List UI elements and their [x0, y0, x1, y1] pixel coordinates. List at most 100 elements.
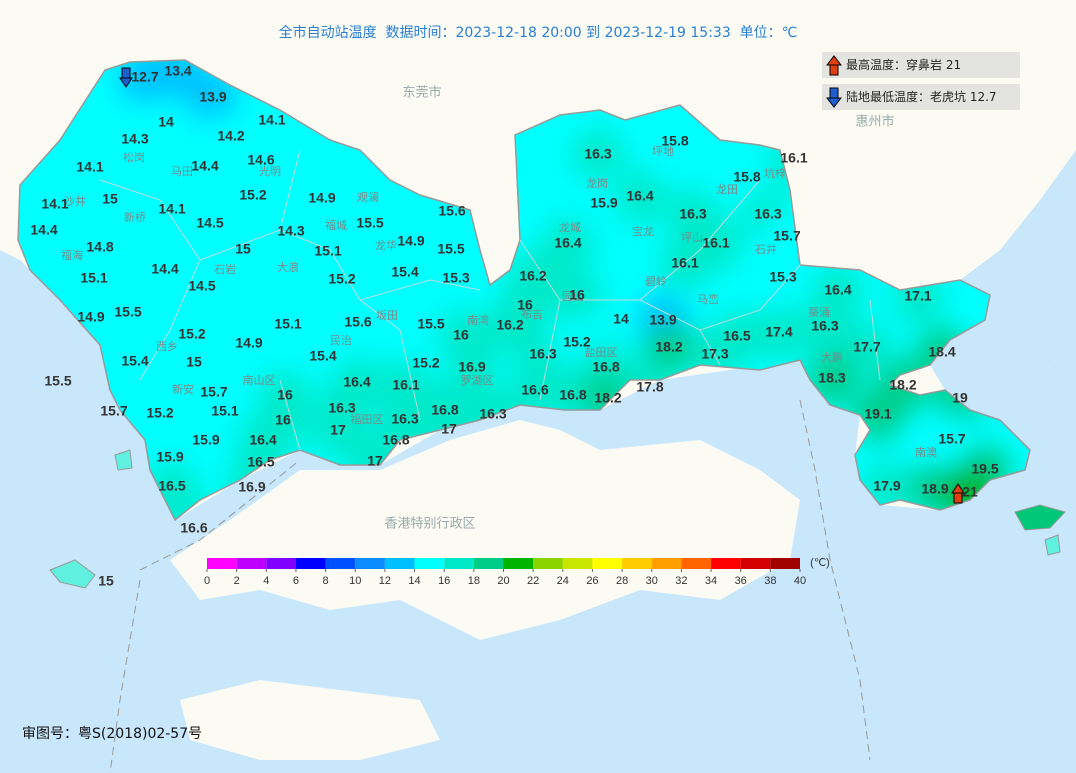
station-reading: 17.9 [873, 478, 900, 494]
temperature-blob [134, 388, 186, 440]
temperature-blob [332, 297, 384, 349]
station-reading: 17.7 [853, 339, 880, 355]
station-reading: 16.6 [180, 520, 207, 536]
title: 全市自动站温度 数据时间：2023-12-18 20:00 到 2023-12-… [278, 25, 798, 41]
temperature-blob [109, 114, 161, 166]
colorbar-tick-label: 34 [705, 575, 717, 587]
station-reading: 16.6 [521, 382, 548, 398]
station-reading: 16.8 [559, 387, 586, 403]
up-arrow [826, 55, 842, 76]
station-reading: 14.4 [30, 222, 57, 238]
station-reading: 15.3 [769, 269, 796, 285]
colorbar-tick-label: 0 [204, 575, 210, 587]
colorbar-tick-label: 20 [497, 575, 509, 587]
temperature-blob [18, 205, 70, 257]
temperature-blob [757, 252, 809, 304]
station-reading: 19.5 [971, 461, 998, 477]
colorbar-swatch [266, 558, 296, 569]
temperature-blob [753, 307, 805, 359]
station-reading: 15.5 [114, 304, 141, 320]
station-reading: 13.9 [199, 89, 226, 105]
colorbar-tick-label: 38 [764, 575, 776, 587]
station-reading: 15.1 [274, 316, 301, 332]
station-reading: 19 [952, 390, 968, 406]
station-readings: 12.7 13.4 13.9 14 14.1 14.3 14.2 14.1 14.4 14.6 16… [30, 63, 998, 589]
place-label: 坪地 [652, 145, 674, 158]
island [114, 449, 133, 471]
place-label: 新桥 [124, 210, 146, 224]
max-text: 最高温度：穿鼻岩 21 [846, 58, 962, 72]
min-box: 陆地最低温度：老虎坑 12.7 [822, 84, 1020, 110]
colorbar-swatch [681, 558, 712, 569]
colorbar-swatch [562, 558, 593, 569]
colorbar-tick-label: 4 [263, 575, 269, 587]
colorbar: 0 2 4 6 8 10 12 14 16 18 20 22 24 26 28 30 32 34 36 38 40(℃) [204, 557, 830, 587]
station-reading: 14 [158, 114, 174, 130]
place-label: 宝龙 [632, 224, 654, 238]
colorbar-tick-label: 14 [408, 575, 420, 587]
station-reading: 14.9 [308, 190, 335, 206]
place-label: 坑梓 [764, 166, 786, 180]
colorbar-tick-label: 22 [527, 575, 539, 587]
colorbar-tick-label: 2 [234, 575, 240, 587]
colorbar-swatch [384, 558, 415, 569]
station-reading: 18.2 [889, 377, 916, 393]
city-label: 惠州市 [855, 114, 894, 130]
colorbar-swatch [325, 558, 356, 569]
min-text: 陆地最低温度：老虎坑 12.7 [846, 90, 997, 104]
station-reading: 14.5 [188, 278, 215, 294]
station-reading: 15.8 [661, 133, 688, 149]
colorbar-swatch [622, 558, 652, 569]
station-reading: 16.5 [723, 328, 750, 344]
station-reading: 17.3 [701, 346, 728, 362]
place-label: 南湾 [467, 313, 489, 327]
station-reading: 14.3 [121, 131, 148, 147]
temperature-blob [509, 365, 561, 417]
station-reading: 16.5 [247, 454, 274, 470]
station-reading: 19.1 [864, 406, 891, 422]
station-reading: 18.9 [921, 481, 948, 497]
station-reading: 15.2 [412, 355, 439, 371]
hong-kong [170, 420, 800, 640]
colorbar-swatch [503, 558, 534, 569]
station-reading: 14.1 [76, 159, 103, 175]
max-box: 最高温度：穿鼻岩 21 [822, 52, 1020, 78]
island [1014, 504, 1066, 531]
place-label: 碧岭 [645, 274, 667, 288]
station-reading: 18.4 [928, 344, 955, 360]
station-reading: 16.8 [592, 359, 619, 375]
temperature-blob [643, 322, 695, 374]
place-label: 观澜 [357, 190, 379, 204]
station-reading: 15 [235, 241, 251, 257]
station-reading: 15.7 [200, 384, 227, 400]
place-label: 龙岗 [586, 177, 608, 190]
temperature-blob [84, 174, 136, 226]
temperature-blob [217, 224, 269, 276]
station-reading: 16.4 [343, 374, 370, 390]
station-reading: 15.4 [121, 353, 148, 369]
place-label: 葵涌 [808, 306, 830, 319]
place-label: 大鹏 [821, 350, 843, 364]
station-reading: 16.3 [328, 400, 355, 416]
district-lines [99, 149, 881, 451]
station-reading: 15.4 [309, 348, 336, 364]
temperature-blob [542, 218, 594, 270]
place-label: 坪山 [681, 231, 703, 244]
station-reading: 16.3 [584, 146, 611, 162]
temperature-blob [109, 336, 161, 388]
temperature-blob [223, 318, 275, 370]
temperature-blob [344, 198, 396, 250]
station-reading: 15.6 [344, 314, 371, 330]
station-reading: 16.4 [626, 188, 653, 204]
place-label: 坂田 [376, 309, 398, 322]
station-reading: 18.3 [818, 370, 845, 386]
temperature-blob [551, 270, 603, 322]
station-reading: 17 [330, 422, 346, 438]
station-reading: 15.9 [156, 449, 183, 465]
station-reading: 15.2 [239, 187, 266, 203]
colorbar-tick-label: 6 [293, 575, 299, 587]
colorbar-swatch [711, 558, 741, 569]
station-reading: 17.8 [636, 379, 663, 395]
colorbar-swatch [236, 558, 267, 569]
